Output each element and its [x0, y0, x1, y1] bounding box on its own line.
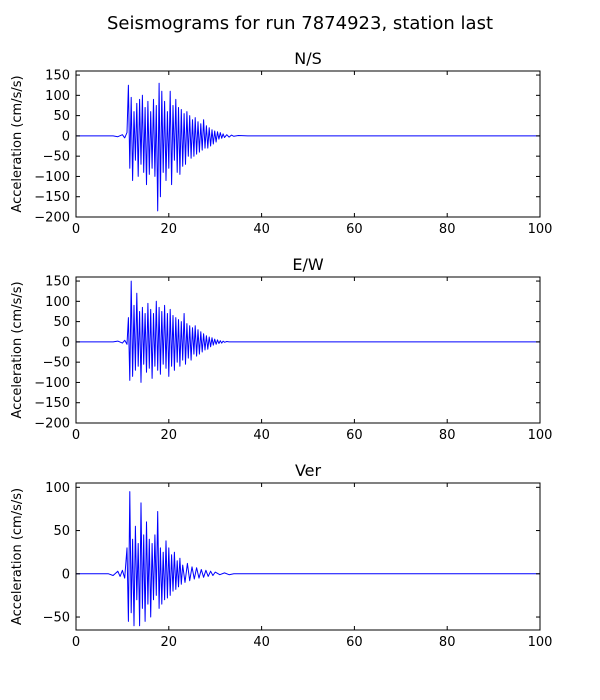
y-tick-label: −50 — [43, 611, 70, 626]
y-tick-label: 50 — [53, 109, 70, 124]
y-tick-label: 100 — [45, 295, 70, 310]
x-tick-label: 100 — [528, 635, 553, 650]
y-tick-label: −150 — [34, 396, 70, 411]
x-tick-label: 60 — [346, 635, 363, 650]
y-tick-label: 0 — [62, 335, 70, 350]
figure-title: Seismograms for run 7874923, station las… — [107, 13, 493, 34]
x-tick-label: 80 — [439, 635, 456, 650]
y-tick-label: 50 — [53, 524, 70, 539]
panel-title: E/W — [292, 255, 324, 274]
x-tick-label: 40 — [253, 428, 270, 443]
y-axis-label: Acceleration (cm/s/s) — [10, 75, 25, 212]
y-tick-label: −200 — [34, 211, 70, 226]
axes-frame — [75, 70, 541, 218]
x-tick-label: 40 — [253, 222, 270, 237]
data-series-line — [76, 280, 540, 383]
x-tick-label: 0 — [72, 222, 80, 237]
panel-title: Ver — [295, 461, 322, 480]
x-tick-label: 80 — [439, 222, 456, 237]
x-tick-label: 20 — [161, 222, 178, 237]
axes-frame — [75, 276, 541, 424]
x-tick-label: 100 — [528, 428, 553, 443]
x-tick-label: 20 — [161, 428, 178, 443]
y-tick-label: −100 — [34, 170, 70, 185]
x-tick-label: 20 — [161, 635, 178, 650]
y-tick-label: 150 — [45, 69, 70, 84]
x-tick-label: 0 — [72, 428, 80, 443]
axes-frame — [75, 482, 541, 631]
y-tick-label: −200 — [34, 417, 70, 432]
x-tick-label: 40 — [253, 635, 270, 650]
y-tick-label: 0 — [62, 567, 70, 582]
y-axis-label: Acceleration (cm/s/s) — [10, 488, 25, 625]
panel-ew: E/W Acceleration (cm/s/s) 0 20 40 60 80 100 −200… — [10, 255, 552, 443]
y-tick-label: 100 — [45, 89, 70, 104]
y-tick-label: 0 — [62, 129, 70, 144]
y-axis-label: Acceleration (cm/s/s) — [10, 281, 25, 418]
x-tick-label: 60 — [346, 428, 363, 443]
panel-ns: N/S Acceleration (cm/s/s) 0 20 40 60 80 100 −200… — [10, 49, 552, 237]
x-tick-label: 60 — [346, 222, 363, 237]
y-tick-label: −100 — [34, 376, 70, 391]
y-tick-label: −50 — [43, 150, 70, 165]
y-tick-label: −150 — [34, 190, 70, 205]
x-tick-label: 80 — [439, 428, 456, 443]
y-tick-label: 50 — [53, 315, 70, 330]
y-tick-label: 100 — [45, 481, 70, 496]
data-series-line — [76, 491, 540, 627]
y-tick-label: 150 — [45, 275, 70, 290]
x-tick-label: 100 — [528, 222, 553, 237]
panel-title: N/S — [294, 49, 322, 68]
y-tick-label: −50 — [43, 356, 70, 371]
data-series-line — [76, 82, 540, 212]
x-tick-label: 0 — [72, 635, 80, 650]
